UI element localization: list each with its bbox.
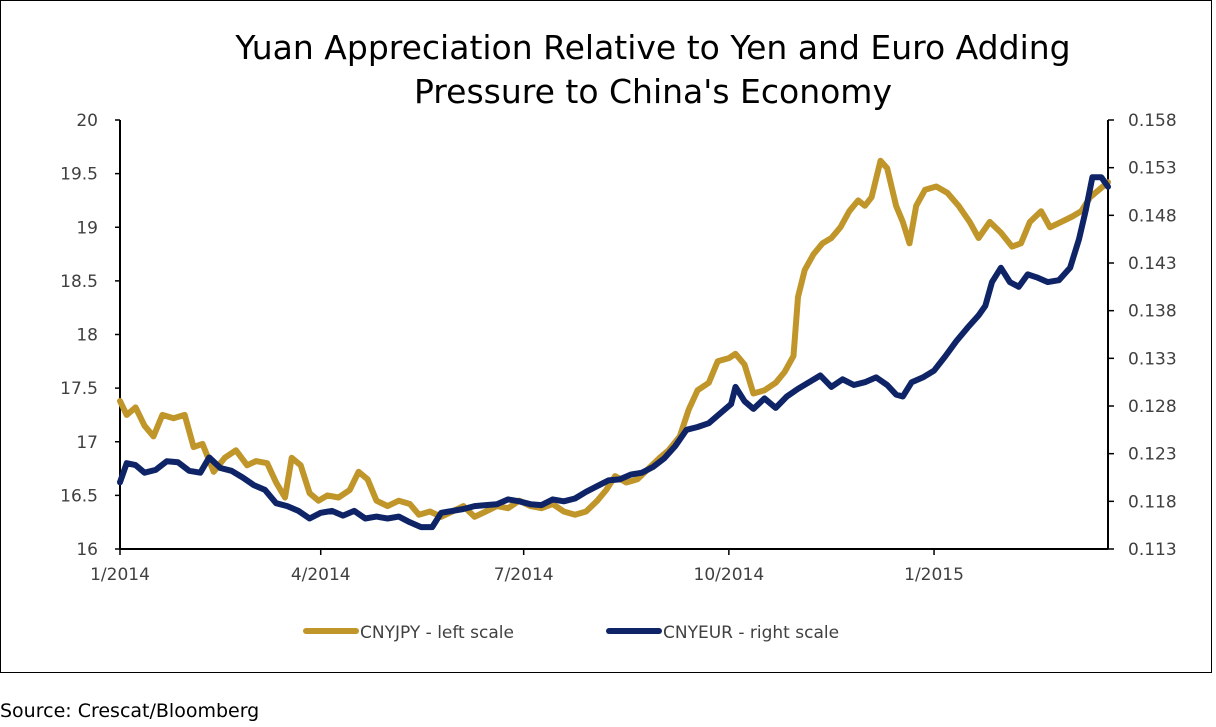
left-tick-label: 19: [76, 218, 98, 238]
chart-title-line: Pressure to China's Economy: [414, 72, 892, 111]
right-tick-label: 0.123: [1128, 445, 1177, 465]
legend-label: CNYJPY - left scale: [360, 623, 514, 643]
right-tick-label: 0.113: [1128, 540, 1177, 560]
right-tick-label: 0.148: [1128, 206, 1177, 226]
left-tick-label: 17: [76, 433, 98, 453]
chart-title-line: Yuan Appreciation Relative to Yen and Eu…: [234, 28, 1070, 67]
chart-frame: [0, 0, 1212, 673]
right-tick-label: 0.118: [1128, 492, 1177, 512]
x-tick-label: 1/2014: [90, 565, 150, 585]
series-line-cnyeur: [117, 174, 1111, 531]
left-tick-label: 19.5: [60, 165, 98, 185]
source-note: Source: Crescat/Bloomberg: [0, 700, 260, 722]
right-tick-label: 0.133: [1128, 349, 1177, 369]
right-tick-label: 0.153: [1128, 159, 1177, 179]
left-tick-label: 16.5: [60, 486, 98, 506]
x-tick-label: 7/2014: [494, 565, 554, 585]
x-tick-label: 1/2015: [904, 565, 964, 585]
left-tick-label: 18: [76, 326, 98, 346]
x-tick-label: 10/2014: [694, 565, 765, 585]
left-tick-label: 18.5: [60, 272, 98, 292]
series-line-cnyjpy: [117, 157, 1111, 520]
x-tick-label: 4/2014: [291, 565, 351, 585]
legend-label: CNYEUR - right scale: [663, 623, 839, 643]
left-tick-label: 16: [76, 540, 98, 560]
left-tick-label: 17.5: [60, 379, 98, 399]
right-tick-label: 0.128: [1128, 397, 1177, 417]
right-tick-label: 0.158: [1128, 111, 1177, 131]
left-tick-label: 20: [76, 111, 98, 131]
right-tick-label: 0.138: [1128, 302, 1177, 322]
right-tick-label: 0.143: [1128, 254, 1177, 274]
chart-svg: Yuan Appreciation Relative to Yen and Eu…: [60, 28, 1177, 643]
